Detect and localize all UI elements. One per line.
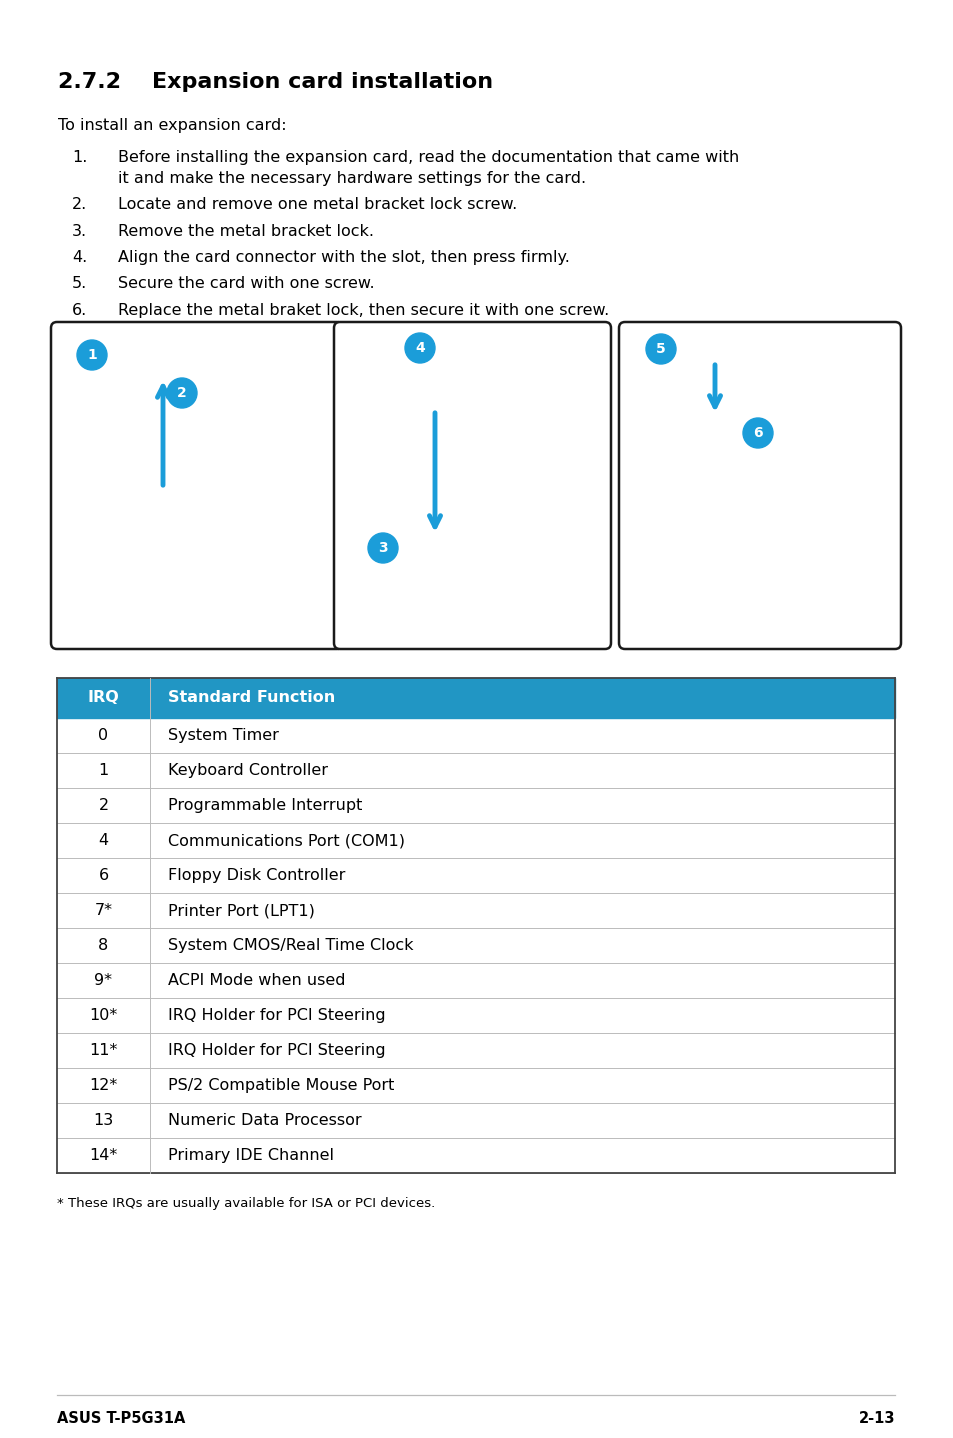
Text: 6.: 6.	[71, 303, 87, 318]
Text: 4: 4	[415, 341, 424, 355]
Text: Primary IDE Channel: Primary IDE Channel	[168, 1148, 334, 1163]
Text: Replace the metal braket lock, then secure it with one screw.: Replace the metal braket lock, then secu…	[118, 303, 609, 318]
Circle shape	[405, 334, 435, 362]
Bar	[57, 677, 894, 718]
Bar	[57, 893, 894, 928]
Text: 4.: 4.	[71, 250, 87, 265]
Text: 2.7.2    Expansion card installation: 2.7.2 Expansion card installation	[58, 72, 493, 92]
Circle shape	[167, 378, 196, 408]
Text: Printer Port (LPT1): Printer Port (LPT1)	[168, 903, 314, 917]
Text: To install an expansion card:: To install an expansion card:	[58, 118, 286, 132]
Bar	[57, 1103, 894, 1137]
Text: System CMOS/Real Time Clock: System CMOS/Real Time Clock	[168, 938, 413, 953]
Text: IRQ Holder for PCI Steering: IRQ Holder for PCI Steering	[168, 1008, 385, 1022]
Bar	[57, 1137, 894, 1173]
Text: Align the card connector with the slot, then press firmly.: Align the card connector with the slot, …	[118, 250, 569, 265]
Text: 4: 4	[98, 833, 109, 848]
Text: PS/2 Compatible Mouse Port: PS/2 Compatible Mouse Port	[168, 1078, 394, 1093]
Text: Communications Port (COM1): Communications Port (COM1)	[168, 833, 405, 848]
Bar	[57, 823, 894, 858]
Text: 9*: 9*	[94, 974, 112, 988]
Text: Remove the metal bracket lock.: Remove the metal bracket lock.	[118, 223, 374, 239]
Text: 11*: 11*	[90, 1043, 117, 1058]
Text: Keyboard Controller: Keyboard Controller	[168, 764, 328, 778]
Text: 8: 8	[98, 938, 109, 953]
Text: ASUS T-P5G31A: ASUS T-P5G31A	[57, 1411, 185, 1426]
Bar	[57, 998, 894, 1032]
Text: 0: 0	[98, 728, 109, 743]
FancyBboxPatch shape	[334, 322, 610, 649]
Bar	[57, 788, 894, 823]
Text: 2: 2	[177, 385, 187, 400]
Text: Numeric Data Processor: Numeric Data Processor	[168, 1113, 361, 1127]
Circle shape	[77, 339, 107, 370]
Text: Floppy Disk Controller: Floppy Disk Controller	[168, 869, 345, 883]
Text: 6: 6	[98, 869, 109, 883]
Text: Locate and remove one metal bracket lock screw.: Locate and remove one metal bracket lock…	[118, 197, 517, 211]
Text: 2-13: 2-13	[858, 1411, 894, 1426]
Bar	[57, 1068, 894, 1103]
Circle shape	[368, 533, 397, 564]
Text: Programmable Interrupt: Programmable Interrupt	[168, 798, 362, 812]
Text: 2: 2	[98, 798, 109, 812]
Bar	[57, 718, 894, 754]
Text: Standard Function: Standard Function	[168, 690, 335, 706]
Text: 13: 13	[93, 1113, 113, 1127]
Text: 6: 6	[753, 426, 762, 440]
Bar	[57, 963, 894, 998]
Text: 10*: 10*	[90, 1008, 117, 1022]
Text: 1: 1	[98, 764, 109, 778]
Text: it and make the necessary hardware settings for the card.: it and make the necessary hardware setti…	[118, 171, 585, 186]
Text: 5: 5	[656, 342, 665, 357]
Circle shape	[645, 334, 676, 364]
Text: IRQ: IRQ	[88, 690, 119, 706]
Text: 2.: 2.	[71, 197, 87, 211]
Text: 7*: 7*	[94, 903, 112, 917]
Text: 1: 1	[87, 348, 97, 362]
FancyBboxPatch shape	[618, 322, 900, 649]
Text: Before installing the expansion card, read the documentation that came with: Before installing the expansion card, re…	[118, 150, 739, 165]
Text: IRQ Holder for PCI Steering: IRQ Holder for PCI Steering	[168, 1043, 385, 1058]
Bar	[57, 1032, 894, 1068]
Text: 3.: 3.	[71, 223, 87, 239]
FancyBboxPatch shape	[51, 322, 343, 649]
Text: System Timer: System Timer	[168, 728, 278, 743]
Text: 3: 3	[377, 541, 388, 555]
Bar	[57, 858, 894, 893]
Circle shape	[742, 418, 772, 449]
Text: Secure the card with one screw.: Secure the card with one screw.	[118, 276, 375, 292]
Text: 5.: 5.	[71, 276, 87, 292]
Text: ACPI Mode when used: ACPI Mode when used	[168, 974, 345, 988]
Bar	[57, 928, 894, 963]
Text: 12*: 12*	[90, 1078, 117, 1093]
Text: * These IRQs are usually available for ISA or PCI devices.: * These IRQs are usually available for I…	[57, 1196, 435, 1209]
Text: 1.: 1.	[71, 150, 88, 165]
Bar	[57, 754, 894, 788]
Text: 14*: 14*	[90, 1148, 117, 1163]
